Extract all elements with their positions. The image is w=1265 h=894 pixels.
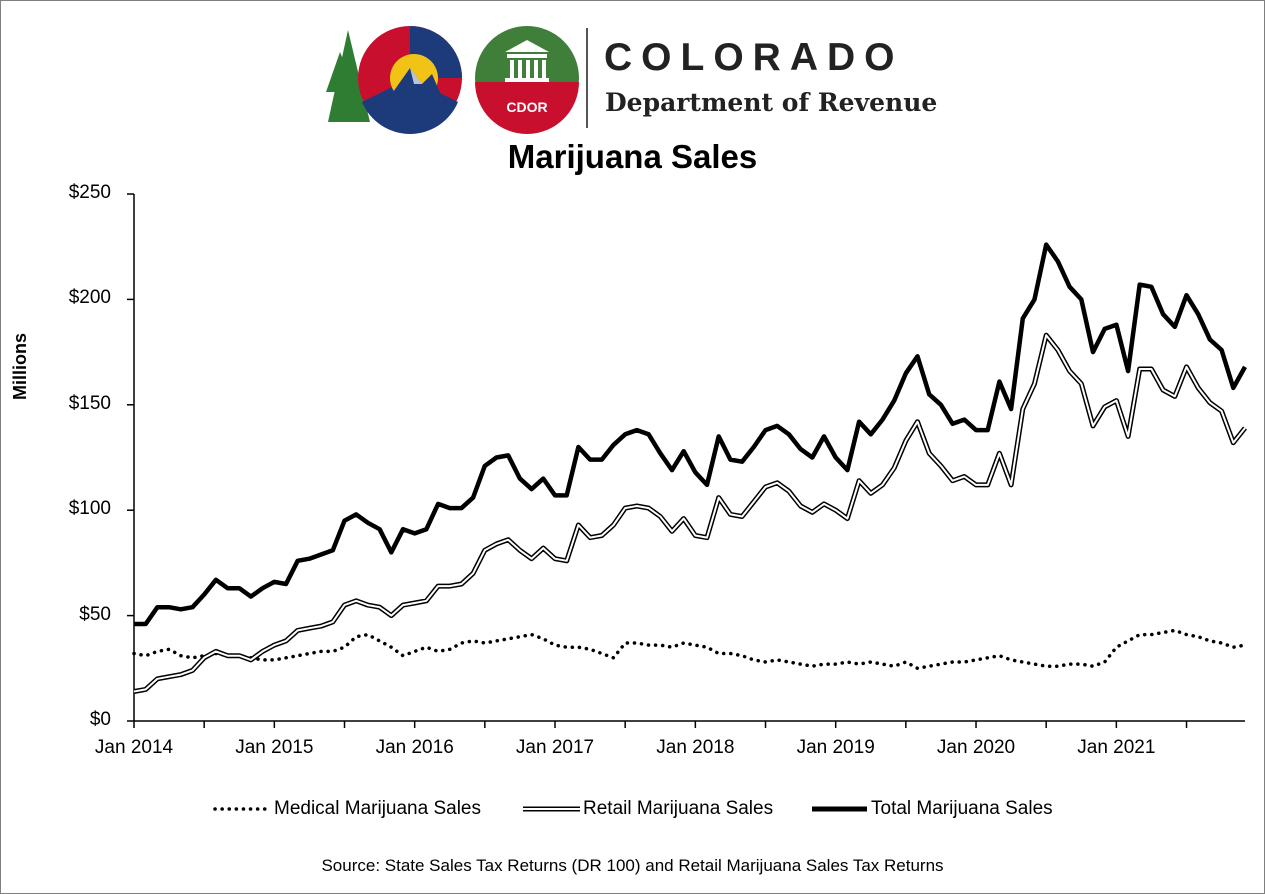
x-tick-label: Jan 2016	[375, 737, 454, 758]
legend-label-medical: Medical Marijuana Sales	[274, 798, 481, 819]
y-tick-label: $0	[89, 709, 111, 730]
x-tick-label: Jan 2014	[94, 737, 174, 758]
series-line-retail-outer	[133, 332, 1247, 694]
y-tick-label: $200	[68, 287, 111, 309]
series-line-medical	[132, 628, 1247, 671]
y-tick-label: $150	[68, 392, 111, 414]
legend-label-total: Total Marijuana Sales	[871, 798, 1053, 819]
x-tick-label: Jan 2019	[796, 737, 875, 758]
colorado-state-c-logo-icon	[326, 26, 462, 134]
y-tick-label: $50	[79, 603, 111, 625]
brand-name: COLORADO	[604, 36, 904, 79]
x-tick-label: Jan 2017	[515, 737, 595, 758]
x-tick-label: Jan 2021	[1077, 737, 1156, 758]
brand-subtitle: Department of Revenue	[605, 88, 938, 117]
y-tick-label: $250	[68, 182, 111, 203]
chart-title: Marijuana Sales	[507, 138, 758, 175]
series-line-retail-inner	[133, 334, 1246, 693]
x-tick-label: Jan 2015	[235, 737, 314, 758]
logo-area	[326, 26, 579, 134]
legend-label-retail: Retail Marijuana Sales	[583, 798, 774, 819]
legend-swatches	[213, 806, 867, 812]
x-tick-label: Jan 2020	[936, 737, 1016, 758]
series-line-total	[134, 242, 1247, 627]
legend: Medical Marijuana Sales Retail Marijuana…	[0, 798, 1265, 824]
y-tick-label: $100	[68, 498, 111, 520]
x-tick-label: Jan 2018	[656, 737, 735, 758]
brand-divider	[586, 28, 588, 128]
source-note: Source: State Sales Tax Returns (DR 100)…	[321, 856, 944, 875]
cdor-badge-text: CDOR	[506, 99, 548, 115]
cdor-building-logo-icon	[475, 26, 579, 134]
